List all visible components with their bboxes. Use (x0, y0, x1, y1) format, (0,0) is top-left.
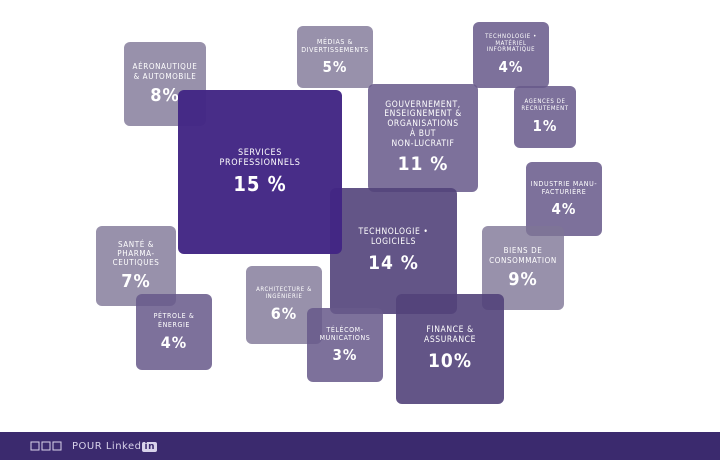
sector-tile-tech-hw: TECHNOLOGIE • MATÉRIEL INFORMATIQUE 4% (473, 22, 549, 88)
sector-label-line: AÉRONAUTIQUE (132, 62, 198, 72)
sector-label: AÉRONAUTIQUE & AUTOMOBILE (133, 62, 198, 80)
sector-label-line: SANTÉ & PHARMA- (117, 239, 155, 258)
sector-value: 8% (150, 84, 180, 106)
sector-value: 9% (508, 268, 538, 290)
sector-label-line: DIVERTISSEMENTS (301, 46, 369, 54)
sector-label: PÉTROLE & ÉNERGIE (154, 312, 195, 328)
sector-label-line: CEUTIQUES (112, 258, 160, 268)
sector-value: 10% (428, 349, 472, 372)
sector-value: 11 % (397, 153, 449, 176)
sector-label-line: GOUVERNEMENT, (385, 99, 461, 110)
sector-label: TÉLÉCOM- MUNICATIONS (320, 326, 371, 342)
linkedin-icon: in (142, 441, 157, 452)
sector-label: FINANCE & ASSURANCE (423, 325, 477, 346)
sector-label: INDUSTRIE MANU- FACTURIÈRE (531, 180, 597, 196)
sector-label-line: TECHNOLOGIE • (358, 227, 429, 238)
sector-label-line: INDUSTRIE MANU- (530, 179, 598, 188)
sector-label: SERVICES PROFESSIONNELS (220, 148, 301, 169)
footer-bar: POUR Linked in (0, 432, 720, 460)
sector-value: 5% (322, 58, 348, 77)
sector-label-line: SERVICES (237, 147, 282, 158)
sector-label: MÉDIAS & DIVERTISSEMENTS (301, 38, 369, 54)
sector-tile-health: SANTÉ & PHARMA- CEUTIQUES 7% (96, 226, 176, 306)
sector-value: 6% (270, 304, 298, 324)
sector-label-line: ENSEIGNEMENT & (384, 109, 462, 120)
sector-tile-media: MÉDIAS & DIVERTISSEMENTS 5% (297, 26, 373, 88)
sector-label-line: RECRUTEMENT (521, 105, 569, 112)
sector-label-line: FACTURIÈRE (541, 188, 587, 196)
sector-tile-oil: PÉTROLE & ÉNERGIE 4% (136, 294, 212, 370)
sector-label-line: INGÉNIERIE (265, 292, 303, 300)
sector-tile-recruit: AGENCES DE RECRUTEMENT 1% (514, 86, 576, 148)
sector-tile-finance: FINANCE & ASSURANCE 10% (396, 294, 504, 404)
sector-tile-industry: INDUSTRIE MANU- FACTURIÈRE 4% (526, 162, 602, 236)
sector-value: 4% (160, 332, 188, 352)
sector-tile-mosaic: AÉRONAUTIQUE & AUTOMOBILE 8% MÉDIAS & DIVERT… (96, 22, 602, 404)
sector-label-line: ÉNERGIE (158, 320, 190, 329)
sector-label-line: PROFESSIONNELS (219, 158, 301, 168)
sector-label: BIENS DE CONSOMMATION (489, 246, 557, 264)
sector-value: 7% (121, 271, 151, 293)
sector-label-line: TÉLÉCOM- (326, 325, 364, 334)
sector-tile-aero: AÉRONAUTIQUE & AUTOMOBILE 8% (124, 42, 206, 126)
sector-value: 1% (532, 116, 558, 135)
sector-label-line: & AUTOMOBILE (133, 71, 197, 81)
sector-tile-services: SERVICES PROFESSIONNELS 15 % (178, 90, 342, 254)
sector-label-line: À BUT (409, 128, 437, 139)
footer-brand-text: POUR (72, 440, 103, 452)
sector-label-line: TECHNOLOGIE • (485, 32, 537, 40)
sector-label-line: NON-LUCRATIF (391, 138, 455, 149)
footer-brand-linked: Linked (105, 440, 142, 452)
sector-label-line: ASSURANCE (423, 335, 477, 345)
sector-label-line: ORGANISATIONS (387, 119, 459, 130)
sector-label-line: MUNICATIONS (319, 334, 371, 342)
sector-label-line: BIENS DE (503, 246, 543, 256)
sector-label-line: FINANCE & (426, 325, 474, 336)
sector-value: 14 % (368, 251, 419, 274)
sector-label-line: INFORMATIQUE (486, 46, 536, 54)
sector-value: 3% (332, 346, 358, 365)
sector-label: TECHNOLOGIE • LOGICIELS (358, 227, 429, 248)
footer-brand: POUR Linked in (72, 441, 157, 452)
sector-label-line: AGENCES DE (524, 98, 566, 106)
sector-value: 15 % (233, 172, 287, 197)
sector-label: GOUVERNEMENT, ENSEIGNEMENT & ORGANISATIONS… (384, 99, 462, 150)
sector-label-line: LOGICIELS (370, 237, 417, 247)
sector-label: ARCHITECTURE & INGÉNIERIE (256, 285, 312, 301)
sector-label-line: MÉDIAS & (316, 37, 354, 46)
sector-tile-gov: GOUVERNEMENT, ENSEIGNEMENT & ORGANISATIONS… (368, 84, 478, 192)
sector-label: TECHNOLOGIE • MATÉRIEL INFORMATIQUE (485, 32, 537, 55)
sector-value: 4% (498, 58, 524, 77)
sector-label: AGENCES DE RECRUTEMENT (521, 98, 569, 113)
sector-label-line: MATÉRIEL (495, 39, 527, 47)
sector-label-line: PÉTROLE & (153, 312, 195, 321)
sector-label: SANTÉ & PHARMA- CEUTIQUES (100, 240, 172, 268)
sector-tile-telecom: TÉLÉCOM- MUNICATIONS 3% (307, 308, 383, 382)
logo-icon (30, 440, 64, 452)
sector-label-line: CONSOMMATION (489, 255, 557, 265)
sector-tile-software: TECHNOLOGIE • LOGICIELS 14 % (330, 188, 457, 314)
sector-label-line: ARCHITECTURE & (256, 285, 312, 293)
sector-value: 4% (551, 200, 577, 219)
